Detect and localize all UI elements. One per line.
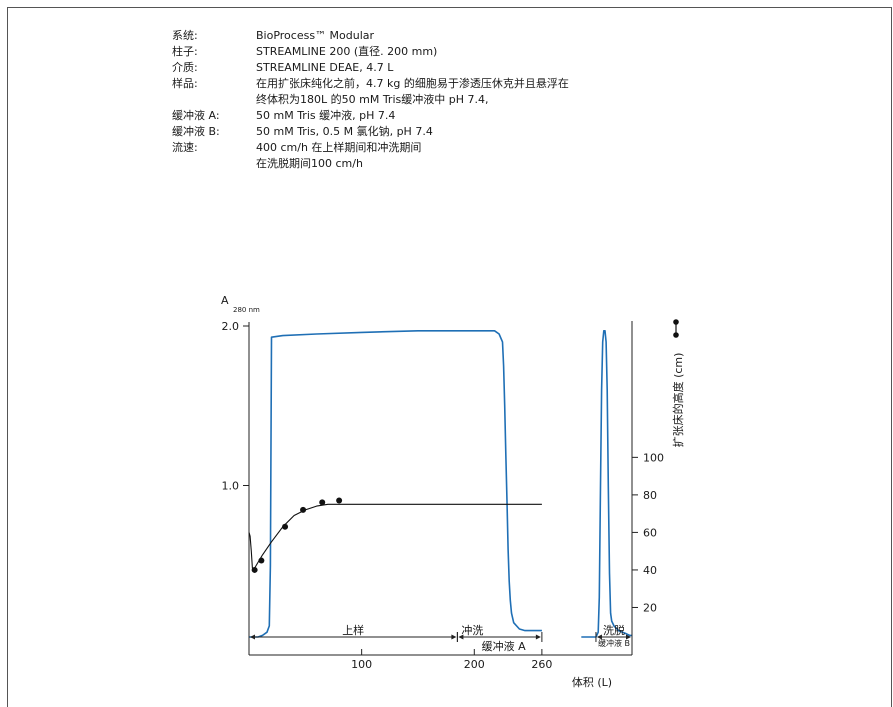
phase-arrow-left xyxy=(458,634,464,640)
spec-value: 400 cm/h 在上样期间和冲洗期间 xyxy=(256,141,422,154)
phase-arrow-right xyxy=(535,634,541,640)
phase-sublabel: 缓冲液 A xyxy=(482,639,526,653)
phase-sublabel: 缓冲液 B xyxy=(598,638,630,648)
y-tick-label: 2.0 xyxy=(222,320,240,333)
spec-label: 缓冲液 A: xyxy=(172,109,220,122)
spec-label: 样品: xyxy=(172,77,198,90)
x-tick-label: 260 xyxy=(531,658,552,671)
y2-tick-label: 60 xyxy=(643,526,657,539)
spec-label: 系统: xyxy=(172,29,198,42)
legend-marker xyxy=(673,319,679,325)
spec-label: 缓冲液 B: xyxy=(172,125,220,138)
spec-row: 缓冲液 B: 50 mM Tris, 0.5 M 氯化钠, pH 7.4 xyxy=(172,124,569,140)
absorbance-line xyxy=(249,330,632,638)
y2-tick-label: 40 xyxy=(643,564,657,577)
phase-arrow-left xyxy=(250,634,255,640)
y-tick-label: 1.0 xyxy=(222,480,240,493)
y2-tick-label: 80 xyxy=(643,489,657,502)
bed-height-line xyxy=(248,503,542,569)
spec-label: 流速: xyxy=(172,141,198,154)
spec-row: 缓冲液 A: 50 mM Tris 缓冲液, pH 7.4 xyxy=(172,108,569,124)
spec-label: 介质: xyxy=(172,61,198,74)
method-specs: 系统: BioProcess™ Modular 柱子: STREAMLINE 200 … xyxy=(172,28,569,172)
x-axis-label: 体积 (L) xyxy=(572,675,612,689)
y2-axis-label: 扩张床的高度 (cm) xyxy=(671,353,685,448)
bed-height-point xyxy=(300,506,307,513)
phase-label: 上样 xyxy=(342,623,364,637)
x-tick-label: 100 xyxy=(351,658,372,671)
spec-value: STREAMLINE 200 (直径. 200 mm) xyxy=(256,45,438,58)
spec-value: 在洗脱期间100 cm/h xyxy=(256,157,363,170)
x-tick-label: 200 xyxy=(464,658,485,671)
spec-value: BioProcess™ Modular xyxy=(256,29,375,42)
spec-value: 终体积为180L 的50 mM Tris缓冲液中 pH 7.4, xyxy=(256,93,489,106)
spec-row: 介质: STREAMLINE DEAE, 4.7 L xyxy=(172,60,569,76)
spec-row: 柱子: STREAMLINE 200 (直径. 200 mm) xyxy=(172,44,569,60)
phase-arrow-left xyxy=(596,634,602,640)
bed-height-point xyxy=(258,557,265,564)
y-axis-label: A xyxy=(221,294,229,307)
phase-label: 冲洗 xyxy=(461,623,483,637)
spec-row: 样品: 在用扩张床纯化之前，4.7 kg 的细胞易于渗透压休克并且悬浮在 终体积为1… xyxy=(172,76,569,108)
spec-row: 流速: 400 cm/h 在上样期间和冲洗期间 在洗脱期间100 cm/h xyxy=(172,140,569,172)
phase-arrow-right xyxy=(451,634,457,640)
bed-height-point xyxy=(251,566,258,573)
spec-value: 50 mM Tris 缓冲液, pH 7.4 xyxy=(256,109,396,122)
phase-label: 洗脱 xyxy=(603,623,625,637)
bed-height-point xyxy=(282,523,289,530)
bed-height-point xyxy=(319,499,326,506)
y-axis-label-sub: 280 nm xyxy=(233,306,260,314)
spec-value: STREAMLINE DEAE, 4.7 L xyxy=(256,61,394,74)
spec-value: 在用扩张床纯化之前，4.7 kg 的细胞易于渗透压休克并且悬浮在 xyxy=(256,77,569,90)
y2-tick-label: 100 xyxy=(643,451,664,464)
phase-arrow-right xyxy=(626,634,631,640)
bed-height-point xyxy=(336,497,343,504)
spec-label: 柱子: xyxy=(172,45,198,58)
legend-marker xyxy=(673,332,679,338)
page-frame xyxy=(7,7,892,707)
y2-tick-label: 20 xyxy=(643,601,657,614)
spec-row: 系统: BioProcess™ Modular xyxy=(172,28,569,44)
spec-value: 50 mM Tris, 0.5 M 氯化钠, pH 7.4 xyxy=(256,125,433,138)
